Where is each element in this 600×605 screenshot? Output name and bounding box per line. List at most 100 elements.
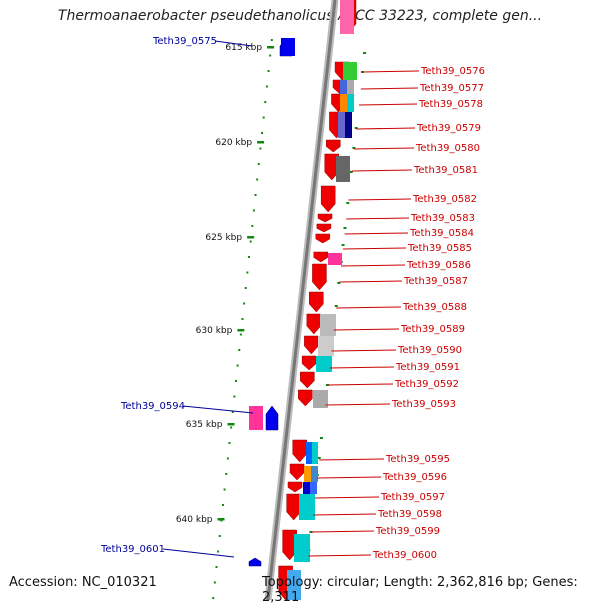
label-leader-line [331,349,397,352]
feature-dot [343,227,347,229]
gene-label-forward[interactable]: Teth39_0577 [419,83,484,94]
ruler-dot [226,457,229,460]
ruler-dot [241,318,244,320]
gene-label-forward[interactable]: Teth39_0576 [420,66,485,77]
gene-arrow-forward[interactable] [300,371,315,389]
gene-arrow-forward[interactable] [324,153,340,181]
gene-arrow-forward[interactable] [287,481,303,493]
gene-label-forward[interactable]: Teth39_0584 [409,228,474,239]
ruler-dot [236,364,239,367]
ruler-tick [267,46,275,49]
gene-label-forward[interactable]: Teth39_0597 [380,492,445,503]
gene-label-forward[interactable]: Teth39_0578 [418,99,483,110]
gene-label-forward[interactable]: Teth39_0595 [385,454,450,465]
gene-arrow-reverse[interactable] [248,557,262,567]
ruler-dot [223,488,226,491]
genome-summary: Topology: circular; Length: 2,362,816 bp… [262,575,578,605]
ruler-dot [233,395,236,398]
gene-label-forward[interactable]: Teth39_0580 [415,143,480,154]
label-leader-line [344,232,409,235]
label-leader-line [340,264,406,267]
ruler-dot [218,535,221,537]
label-leader-line [329,366,395,369]
ruler-dot [254,194,257,196]
cog-block [304,466,311,482]
gene-label-forward[interactable]: Teth39_0585 [407,243,472,254]
gene-arrow-forward[interactable] [301,355,317,371]
gene-arrow-forward[interactable] [282,529,297,561]
gene-label-reverse[interactable]: Teth39_0594 [120,401,185,412]
feature-dot [334,305,338,307]
cog-glyphs [249,0,357,600]
gene-arrow-forward[interactable] [315,233,331,244]
gene-arrow-forward[interactable] [286,493,301,521]
cog-block [313,390,328,408]
ruler-dot [234,380,237,382]
gene-label-forward[interactable]: Teth39_0579 [416,123,481,134]
label-leader-line [308,554,372,557]
feature-dot [363,52,367,54]
gene-arrow-forward[interactable] [292,439,307,463]
ruler-dot [261,132,264,134]
gene-arrow-reverse[interactable] [265,405,279,431]
feature-dot [309,531,313,533]
gene-label-forward[interactable]: Teth39_0582 [412,194,477,205]
gene-label-reverse[interactable]: Teth39_0601 [100,544,165,555]
ruler-dot [230,426,233,429]
feature-dot [354,127,358,129]
gene-label-forward[interactable]: Teth39_0590 [397,345,462,356]
gene-arrow-forward[interactable] [298,389,313,407]
ruler-tick-label: 620 kbp [215,138,252,148]
gene-label-forward[interactable]: Teth39_0591 [395,362,460,373]
gene-label-forward[interactable]: Teth39_0592 [394,379,459,390]
ruler-dot [259,147,262,150]
gene-arrow-forward[interactable] [306,313,322,335]
ruler-dot [243,302,246,305]
ruler-dot [249,240,252,243]
gene-label-forward[interactable]: Teth39_0586 [406,260,471,271]
cog-block [328,253,342,265]
gene-label-forward[interactable]: Teth39_0589 [400,324,465,335]
cog-block [318,336,334,356]
gene-label-forward[interactable]: Teth39_0593 [391,399,456,410]
cog-block [320,314,336,336]
gene-arrow-forward[interactable] [317,213,333,223]
gene-label-forward[interactable]: Teth39_0600 [372,550,437,561]
ruler-tick-label: 615 kbp [225,43,262,53]
ruler-ticks: 615 kbp 620 kbp 625 kbp 630 kbp 635 kbp 640 k… [176,43,275,525]
cog-block [340,80,347,94]
cog-block [303,482,310,494]
label-leader-line [362,70,420,73]
gene-label-forward[interactable]: Teth39_0598 [377,509,442,520]
gene-label-forward[interactable]: Teth39_0583 [410,213,475,224]
gene-arrow-forward[interactable] [326,139,341,153]
gene-arrow-forward[interactable] [304,335,319,355]
ruler-dot [231,411,234,413]
feature-dot [352,147,356,149]
label-leader-line [313,513,377,516]
gene-label-forward[interactable]: Teth39_0587 [403,276,468,287]
gene-label-forward[interactable]: Teth39_0596 [382,472,447,483]
feature-dot [317,457,321,459]
cog-block [312,442,318,464]
cog-block [299,494,315,520]
gene-label-forward[interactable]: Teth39_0581 [413,165,478,176]
ruler-dot [215,566,218,568]
label-leader-line [319,458,385,461]
gene-arrow-forward[interactable] [289,463,305,481]
gene-arrow-forward[interactable] [313,251,329,263]
gene-labels[interactable]: Teth39_0576 Teth39_0577 Teth39_0578 Teth39_… [100,36,485,561]
gene-arrow-forward[interactable] [320,185,336,213]
ruler-tick-label: 635 kbp [186,420,223,430]
cog-block [249,406,263,430]
label-leader-line [314,496,380,499]
gene-arrow-forward[interactable] [312,263,327,291]
label-leader-line [346,217,410,220]
gene-arrow-forward[interactable] [316,223,332,233]
gene-label-reverse[interactable]: Teth39_0575 [152,36,217,47]
gene-arrow-forward[interactable] [309,291,324,313]
gene-label-forward[interactable]: Teth39_0588 [402,302,467,313]
feature-dot [349,171,353,173]
gene-label-forward[interactable]: Teth39_0599 [375,526,440,537]
